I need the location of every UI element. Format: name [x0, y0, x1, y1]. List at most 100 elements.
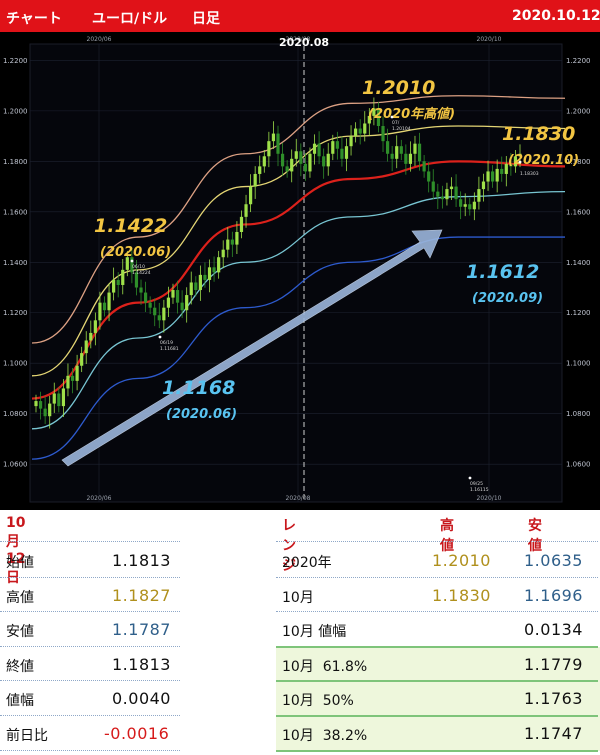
- annotation-date: (2020.09): [472, 291, 543, 306]
- range-row-label: 10月 61.8%: [282, 658, 368, 675]
- candle-body: [395, 146, 399, 159]
- row-divider: [0, 749, 180, 751]
- header-date: 2020.10.12: [512, 8, 600, 24]
- row-value: 1.1813: [112, 654, 171, 674]
- candle-body: [38, 401, 43, 409]
- candle-body: [166, 297, 171, 308]
- candle-body: [171, 290, 175, 298]
- candle-body: [207, 267, 212, 280]
- candle-body: [308, 153, 312, 172]
- candle-body: [125, 257, 129, 270]
- candle-body: [459, 199, 463, 207]
- candle-body: [116, 279, 120, 285]
- y-tick-label-right: 1.1600: [566, 208, 591, 216]
- candle-body: [253, 173, 257, 187]
- range-table-row: 10月 61.8% 1.1779: [276, 647, 600, 681]
- candle-body: [317, 143, 321, 157]
- candle-body: [112, 279, 116, 293]
- candle-body: [52, 393, 56, 404]
- y-tick-label-left: 1.1400: [3, 259, 28, 267]
- candle-body: [235, 231, 239, 245]
- chart-header: チャート ユーロ/ドル 日足 2020.10.12: [0, 0, 600, 32]
- candle-body: [472, 201, 476, 210]
- candle-body: [75, 365, 79, 381]
- candle-body: [276, 133, 280, 154]
- candle-body: [221, 249, 225, 258]
- candle-body: [212, 267, 216, 273]
- candle-body: [349, 136, 353, 147]
- candle-body: [84, 340, 88, 354]
- annotation-date: (2020年高値): [368, 106, 455, 122]
- candle-body: [267, 141, 271, 157]
- range-row-divider: [276, 645, 598, 648]
- y-tick-label-right: 1.0600: [566, 461, 591, 469]
- range-row-low: 1.1696: [524, 585, 583, 605]
- daily-table-title: 10月12日: [6, 515, 26, 586]
- candle-body: [34, 401, 38, 407]
- y-tick-label-left: 1.2200: [3, 57, 28, 65]
- row-value: 1.1787: [112, 620, 171, 640]
- x-date-label-bottom: 2020/10: [477, 495, 502, 502]
- x-date-label-bottom: 2020/08: [286, 495, 311, 502]
- candle-body: [495, 168, 499, 182]
- candle-body: [303, 163, 307, 172]
- point-label-date: 06/19: [160, 340, 173, 346]
- range-row-divider: [276, 715, 598, 717]
- row-divider: [0, 611, 180, 613]
- band-outer-upper: [31, 95, 566, 344]
- point-label-value: 1.11681: [160, 346, 179, 352]
- candle-body: [98, 302, 102, 321]
- range-row-divider: [276, 680, 598, 683]
- range-row-label: 10月: [282, 589, 314, 606]
- y-tick-label-left: 1.0800: [3, 410, 28, 418]
- price-chart: 1.2200 1.2200 1.2000 1.2000 1.1800 1.1800 1.16…: [0, 32, 600, 510]
- row-divider: [0, 576, 180, 578]
- timeframe-label: 日足: [192, 11, 220, 27]
- annotation-date: (2020.06): [100, 245, 171, 260]
- annotation-value: 1.2010: [362, 77, 435, 99]
- candle-body: [326, 153, 330, 167]
- y-tick-label-right: 1.1800: [566, 158, 591, 166]
- range-row-divider: [276, 576, 598, 578]
- candle-body: [189, 282, 193, 296]
- y-tick-label-left: 1.1600: [3, 208, 28, 216]
- candle-body: [121, 269, 125, 285]
- point-label-date: 09/25: [470, 481, 483, 487]
- point-label-value: 1.14224: [132, 270, 151, 276]
- row-label: 値幅: [6, 693, 34, 710]
- chart-svg: 1.2200 1.2200 1.2000 1.2000 1.1800 1.1800 1.16…: [0, 32, 600, 510]
- daily-table-row: 高値 1.1827: [0, 578, 182, 612]
- row-value: -0.0016: [104, 724, 170, 743]
- candle-body: [139, 287, 143, 293]
- candle-body: [513, 156, 518, 167]
- range-col-header: レンジ: [282, 518, 296, 574]
- candle-body: [57, 393, 61, 407]
- x-date-label-top: 2020/10: [477, 36, 502, 43]
- row-divider: [0, 645, 180, 647]
- row-divider: [0, 715, 180, 716]
- range-row-divider: [276, 541, 598, 542]
- range-row-low: 1.1779: [524, 654, 583, 674]
- candle-body: [509, 163, 513, 167]
- candle-body: [226, 239, 230, 250]
- candle-body: [486, 171, 490, 182]
- chart-label: チャート: [6, 11, 62, 27]
- range-row-divider: [276, 611, 598, 613]
- date-marker-label: 2020.08: [279, 36, 329, 49]
- candle-body: [454, 186, 458, 200]
- y-tick-label-right: 1.1000: [566, 360, 591, 368]
- row-label: 高値: [6, 589, 34, 606]
- candle-body: [294, 151, 298, 159]
- y-tick-label-right: 1.2000: [566, 107, 591, 115]
- point-marker: [468, 476, 472, 480]
- daily-table-row: 始値 1.1813: [0, 543, 182, 577]
- candle-body: [404, 153, 408, 164]
- candle-body: [344, 146, 349, 159]
- candle-body: [399, 146, 403, 154]
- annotation-value: 1.1168: [162, 377, 235, 399]
- range-row-high: 1.2010: [432, 551, 491, 570]
- candle-body: [285, 166, 289, 172]
- y-tick-label-left: 1.1200: [3, 309, 28, 317]
- row-divider: [0, 680, 180, 682]
- band-outer-lower: [31, 236, 565, 460]
